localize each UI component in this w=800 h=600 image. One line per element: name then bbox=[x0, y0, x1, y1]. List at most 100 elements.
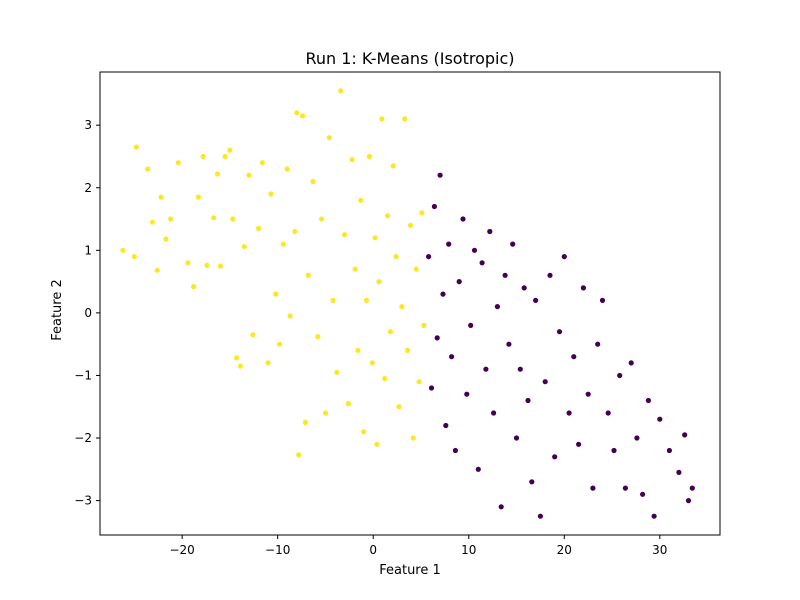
cluster-0-point-20 bbox=[494, 304, 500, 310]
cluster-0-point-53 bbox=[651, 513, 657, 519]
cluster-1-point-49 bbox=[342, 232, 348, 238]
cluster-1-point-1 bbox=[131, 254, 137, 260]
cluster-0-point-38 bbox=[571, 354, 577, 360]
cluster-0-point-44 bbox=[599, 297, 606, 303]
cluster-1-point-56 bbox=[363, 297, 370, 303]
cluster-1-point-71 bbox=[405, 347, 411, 353]
cluster-0-point-31 bbox=[537, 513, 544, 519]
cluster-1-point-54 bbox=[358, 197, 364, 203]
cluster-1-point-14 bbox=[204, 262, 210, 268]
cluster-0-point-42 bbox=[590, 485, 596, 491]
cluster-0-point-1 bbox=[428, 385, 435, 391]
y-tick-label: −1 bbox=[74, 368, 92, 382]
x-tick-label: −20 bbox=[169, 543, 194, 557]
cluster-0-point-27 bbox=[521, 285, 527, 291]
cluster-1-point-48 bbox=[338, 88, 344, 94]
cluster-0-point-57 bbox=[682, 432, 688, 438]
cluster-0-point-59 bbox=[689, 485, 695, 491]
cluster-0-point-11 bbox=[460, 216, 466, 222]
y-tick-label: 0 bbox=[84, 306, 92, 320]
cluster-1-point-64 bbox=[385, 213, 391, 219]
cluster-0-point-16 bbox=[479, 260, 485, 266]
cluster-0-point-33 bbox=[547, 272, 553, 278]
cluster-0-point-56 bbox=[676, 469, 682, 475]
cluster-0-point-39 bbox=[576, 441, 582, 447]
cluster-1-point-47 bbox=[334, 369, 340, 375]
cluster-1-point-37 bbox=[296, 452, 302, 458]
cluster-0-point-48 bbox=[622, 485, 629, 491]
cluster-1-point-2 bbox=[133, 144, 139, 150]
y-tick-label: 2 bbox=[84, 181, 92, 195]
cluster-1-point-32 bbox=[280, 241, 286, 247]
x-axis-label: Feature 1 bbox=[379, 563, 441, 578]
cluster-1-point-11 bbox=[191, 284, 197, 290]
cluster-1-point-26 bbox=[256, 225, 262, 231]
cluster-1-point-51 bbox=[349, 157, 355, 163]
x-tick-label: 30 bbox=[652, 543, 667, 557]
cluster-1-point-59 bbox=[372, 235, 378, 241]
cluster-1-point-28 bbox=[265, 360, 271, 366]
cluster-1-point-31 bbox=[277, 341, 283, 347]
cluster-1-point-63 bbox=[382, 376, 388, 382]
cluster-1-point-6 bbox=[158, 194, 164, 200]
y-axis-ticks: −3 −2 −1 0 1 2 3 bbox=[74, 118, 100, 508]
cluster-1-point-33 bbox=[284, 166, 290, 172]
cluster-0-point-2 bbox=[431, 203, 437, 210]
cluster-0-point-50 bbox=[634, 435, 640, 441]
cluster-1-point-23 bbox=[241, 244, 247, 250]
cluster-0-point-21 bbox=[498, 504, 504, 510]
cluster-1-point-16 bbox=[214, 171, 221, 177]
cluster-1-point-39 bbox=[302, 419, 308, 425]
cluster-1-point-18 bbox=[222, 153, 228, 160]
cluster-1-point-58 bbox=[369, 360, 375, 366]
cluster-1-point-22 bbox=[237, 363, 243, 369]
cluster-1-point-72 bbox=[407, 222, 414, 228]
cluster-1-point-61 bbox=[376, 279, 382, 285]
cluster-1-point-52 bbox=[352, 266, 358, 272]
cluster-1-point-65 bbox=[387, 329, 393, 335]
cluster-0-point-49 bbox=[628, 360, 634, 366]
x-tick-label: 0 bbox=[369, 543, 377, 557]
cluster-1-point-21 bbox=[234, 355, 240, 361]
cluster-1-point-25 bbox=[250, 332, 256, 338]
x-tick-label: 20 bbox=[557, 543, 572, 557]
cluster-1-point-19 bbox=[227, 147, 233, 153]
cluster-0-point-4 bbox=[437, 172, 443, 178]
cluster-1-point-7 bbox=[163, 236, 169, 242]
cluster-1-point-29 bbox=[268, 191, 274, 197]
cluster-0-point-45 bbox=[605, 410, 611, 416]
cluster-0-point-13 bbox=[468, 322, 474, 328]
cluster-0-point-10 bbox=[456, 279, 462, 285]
cluster-0-point-18 bbox=[487, 228, 493, 235]
y-tick-label: 1 bbox=[84, 243, 92, 257]
cluster-1-point-70 bbox=[402, 116, 408, 122]
cluster-1-point-40 bbox=[305, 272, 311, 278]
chart-title: Run 1: K-Means (Isotropic) bbox=[305, 49, 514, 68]
cluster-1-point-45 bbox=[326, 135, 332, 141]
cluster-1-point-66 bbox=[390, 163, 396, 169]
cluster-0-point-22 bbox=[502, 272, 508, 278]
cluster-1-point-12 bbox=[195, 194, 201, 200]
cluster-0-point-40 bbox=[580, 285, 587, 291]
cluster-1-point-5 bbox=[154, 267, 160, 273]
cluster-1-point-67 bbox=[393, 254, 399, 260]
cluster-1-point-41 bbox=[310, 178, 316, 185]
cluster-1-point-35 bbox=[292, 228, 298, 235]
cluster-0-point-54 bbox=[657, 416, 663, 422]
cluster-1-point-74 bbox=[413, 266, 419, 272]
cluster-0-point-52 bbox=[645, 397, 652, 404]
cluster-0-point-47 bbox=[617, 372, 623, 379]
cluster-1-point-27 bbox=[259, 160, 265, 166]
cluster-1-point-68 bbox=[396, 404, 402, 410]
x-tick-label: −10 bbox=[265, 543, 290, 557]
cluster-1-point-13 bbox=[200, 153, 206, 160]
cluster-0-point-41 bbox=[585, 391, 591, 397]
cluster-0-point-36 bbox=[561, 254, 567, 260]
cluster-1-point-9 bbox=[175, 160, 181, 166]
cluster-1-point-50 bbox=[345, 401, 351, 407]
x-tick-label: 10 bbox=[461, 543, 476, 557]
cluster-0-point-34 bbox=[552, 454, 558, 460]
cluster-0-point-17 bbox=[483, 366, 489, 372]
cluster-0-point-32 bbox=[542, 379, 548, 385]
cluster-1-point-57 bbox=[366, 153, 372, 160]
